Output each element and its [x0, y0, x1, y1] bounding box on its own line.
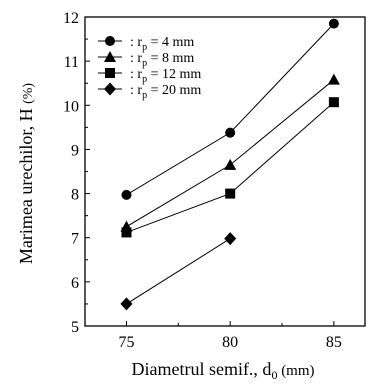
legend-marker — [104, 51, 116, 62]
data-point — [328, 97, 339, 108]
series-layer — [120, 18, 340, 311]
y-tick-label: 6 — [71, 275, 79, 292]
legend-entry: : rp = 8 mm — [98, 51, 194, 69]
x-tick-label: 85 — [326, 334, 342, 351]
y-tick-label: 7 — [71, 231, 79, 248]
y-tick-label: 9 — [71, 142, 79, 159]
legend-entry: : rp = 12 mm — [98, 67, 201, 85]
series-1 — [121, 18, 339, 200]
ticks: 5 6 7 8 9 10 11 12 75 80 85 — [63, 10, 342, 351]
data-point — [121, 189, 132, 200]
legend-entry: : rp = 20 mm — [98, 82, 201, 101]
legend-label: : rp = 4 mm — [130, 35, 194, 53]
plot-frame — [84, 16, 366, 327]
y-tick-label: 11 — [64, 54, 79, 71]
legend-marker — [105, 36, 115, 46]
data-point — [224, 232, 237, 246]
legend-marker — [105, 68, 115, 78]
data-point — [121, 227, 132, 238]
y-tick-label: 12 — [63, 10, 79, 27]
series-line — [126, 238, 231, 305]
data-point — [225, 188, 236, 199]
x-tick-label: 80 — [222, 334, 238, 351]
axes — [84, 16, 366, 327]
y-tick-label: 8 — [71, 187, 79, 204]
y-tick-label: 10 — [63, 98, 79, 115]
series-line — [126, 79, 335, 228]
data-point — [328, 18, 339, 29]
legend-label: : rp = 12 mm — [130, 67, 201, 85]
data-point — [224, 158, 237, 170]
legend-marker — [104, 82, 116, 96]
series-3 — [121, 97, 339, 238]
axis-labels: Diametrul semif., d0 (mm) Marimea urechil… — [16, 83, 315, 382]
data-point — [225, 127, 236, 138]
legend-entry: : rp = 4 mm — [98, 35, 194, 53]
legend-label: : rp = 8 mm — [130, 51, 194, 69]
x-axis-label: Diametrul semif., d0 (mm) — [131, 359, 314, 382]
legend-label: : rp = 20 mm — [130, 83, 201, 101]
y-axis-label: Marimea urechilor, H (%) — [16, 83, 36, 265]
x-tick-label: 75 — [118, 334, 134, 351]
data-point — [120, 297, 133, 311]
y-tick-label: 5 — [71, 319, 79, 336]
data-point — [327, 73, 340, 85]
series-4 — [120, 232, 237, 311]
legend: : rp = 4 mm: rp = 8 mm: rp = 12 mm: rp =… — [98, 35, 201, 101]
